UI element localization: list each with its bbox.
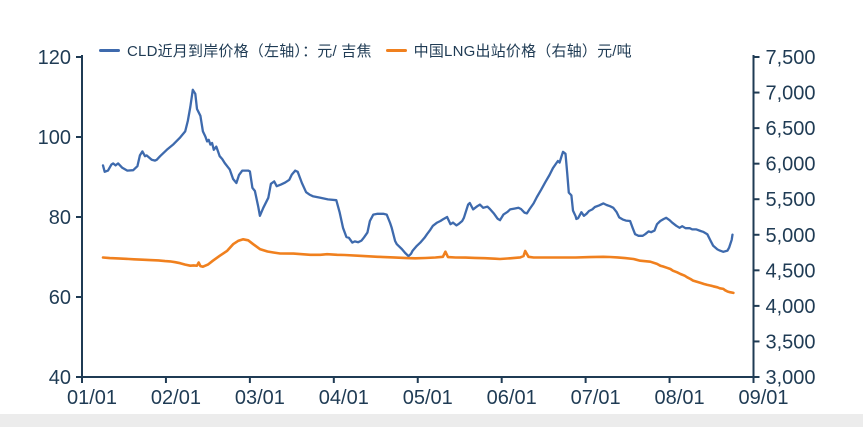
right-axis-tick-label: 5,000: [766, 225, 816, 247]
legend-item-lng: 中国LNG出站价格（右轴）元/吨: [385, 40, 632, 61]
series-line-lng: [101, 238, 735, 295]
series-line-cld: [101, 88, 734, 258]
x-axis-tick-label: 09/01: [738, 387, 788, 409]
x-axis-tick-label: 02/01: [151, 387, 201, 409]
right-axis-tick-label: 4,500: [766, 260, 816, 282]
bottom-border-strip: [0, 414, 863, 427]
right-axis-tick-label: 3,500: [766, 331, 816, 353]
x-axis-tick-label: 06/01: [487, 387, 537, 409]
left-axis-tick-label: 100: [38, 127, 71, 149]
right-axis-tick-label: 4,000: [766, 296, 816, 318]
legend-marker-lng: [385, 49, 407, 52]
right-axis-tick-label: 3,000: [766, 367, 816, 389]
left-axis-tick-label: 40: [49, 367, 71, 389]
legend-label-cld: CLD近月到岸价格（左轴）：元/ 吉焦: [127, 43, 372, 60]
left-axis-tick-label: 60: [49, 287, 71, 309]
x-axis-tick-label: 07/01: [571, 387, 621, 409]
left-axis-tick-label: 120: [38, 47, 71, 69]
right-axis-tick-label: 6,000: [766, 154, 816, 176]
right-axis-tick-label: 6,500: [766, 118, 816, 140]
legend-marker-cld: [99, 49, 120, 52]
right-axis-tick-label: 7,500: [766, 47, 816, 69]
x-axis-tick-label: 05/01: [403, 387, 453, 409]
right-axis-tick-label: 7,000: [766, 83, 816, 105]
chart-legend: CLD近月到岸价格（左轴）：元/ 吉焦 中国LNG出站价格（右轴）元/吨: [99, 40, 632, 61]
legend-item-cld: CLD近月到岸价格（左轴）：元/ 吉焦: [99, 40, 372, 61]
x-axis-tick-label: 08/01: [655, 387, 705, 409]
x-axis-tick-label: 01/01: [67, 387, 117, 409]
right-axis-tick-label: 5,500: [766, 189, 816, 211]
legend-label-lng: 中国LNG出站价格（右轴）元/吨: [413, 43, 632, 60]
x-axis-tick-label: 04/01: [319, 387, 369, 409]
x-axis-tick-label: 03/01: [235, 387, 285, 409]
left-axis-tick-label: 80: [49, 207, 71, 229]
